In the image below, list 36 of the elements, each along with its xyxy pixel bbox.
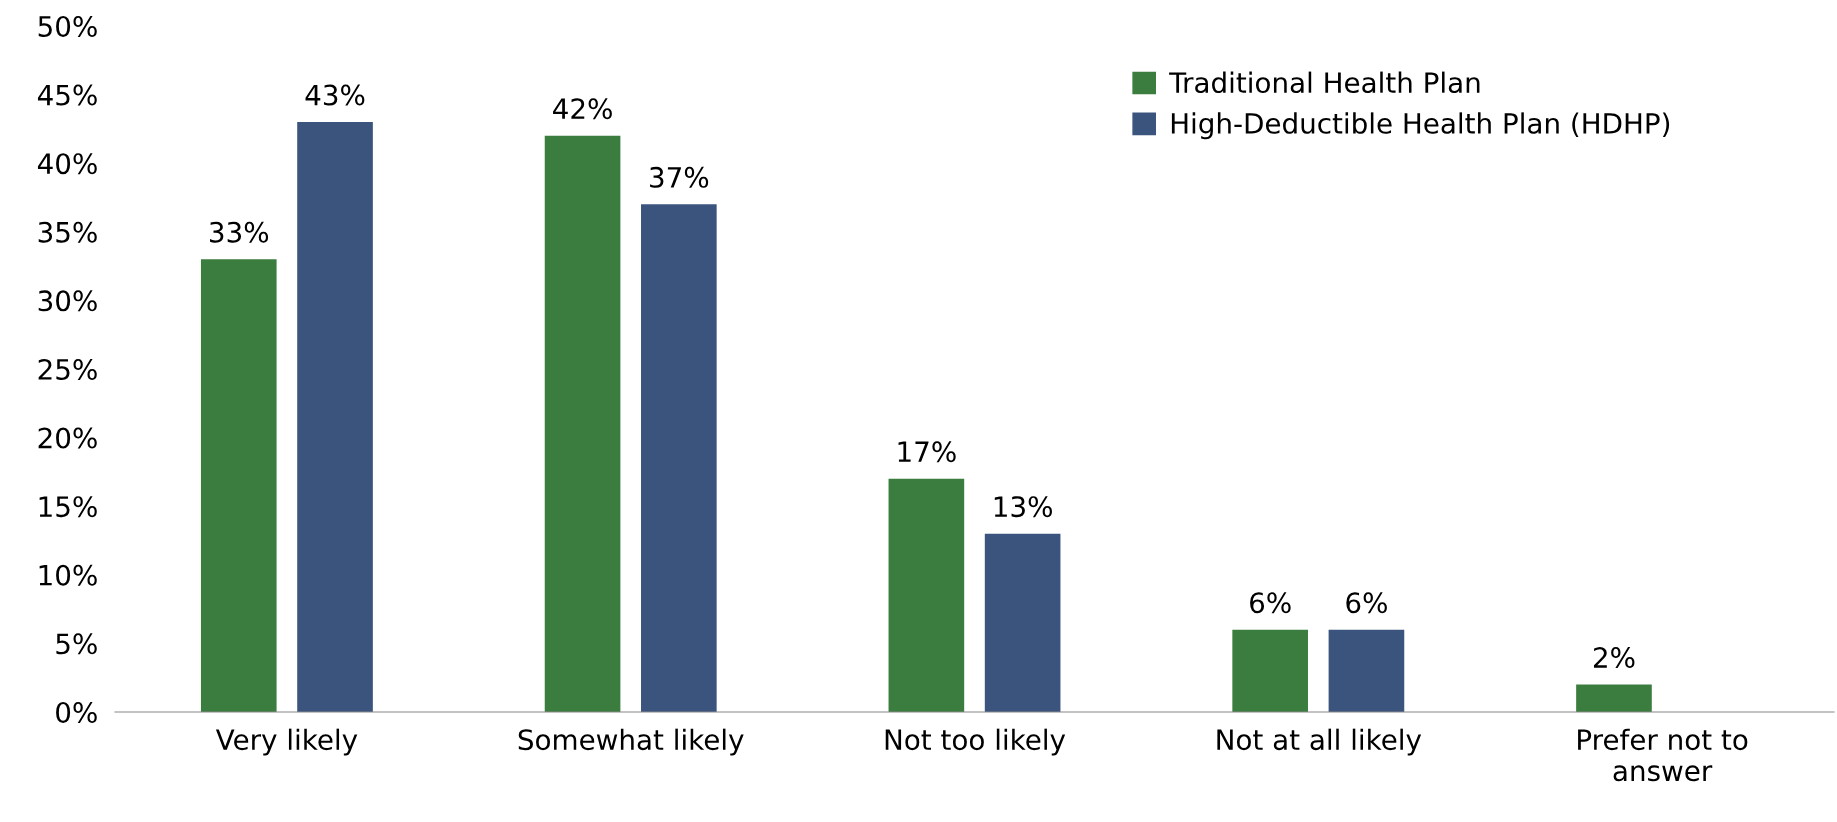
data-label: 37% xyxy=(650,166,709,188)
data-label: 42% xyxy=(553,98,612,120)
data-label: 13% xyxy=(994,496,1052,518)
y-tick-label: 15% xyxy=(39,496,97,518)
data-label: 6% xyxy=(1346,592,1387,614)
bar xyxy=(984,533,1061,712)
x-tick-label: Very likely xyxy=(215,728,358,756)
bar xyxy=(297,122,373,712)
y-tick-label: 10% xyxy=(39,564,97,586)
y-tick-label: 50% xyxy=(38,15,97,37)
bar xyxy=(1232,629,1308,712)
y-tick-label: 35% xyxy=(38,221,97,243)
data-label: 2% xyxy=(1593,647,1635,669)
y-tick-label: 45% xyxy=(37,84,97,106)
x-tick-label: Somewhat likely xyxy=(518,728,744,756)
bar xyxy=(1576,684,1652,712)
y-tick-label: 20% xyxy=(38,427,97,449)
bar xyxy=(888,478,965,712)
y-tick-label: 5% xyxy=(56,633,97,655)
bar xyxy=(200,259,277,712)
bar xyxy=(641,204,717,712)
bar xyxy=(1328,629,1405,712)
legend-label: Traditional Health Plan xyxy=(1169,71,1480,94)
bar xyxy=(544,135,621,712)
y-tick-label: 0% xyxy=(56,701,97,723)
data-label: 17% xyxy=(898,441,956,463)
data-label: 6% xyxy=(1250,592,1291,614)
data-label: 33% xyxy=(210,221,269,243)
data-label: 43% xyxy=(305,84,365,106)
y-tick-label: 25% xyxy=(38,358,97,380)
y-tick-label: 30% xyxy=(38,290,97,312)
y-tick-label: 40% xyxy=(37,153,97,175)
x-tick-label: Prefer not to answer xyxy=(1578,728,1748,782)
x-tick-label: Not at all likely xyxy=(1217,728,1422,756)
legend-label: High-Deductible Health Plan (HDHP) xyxy=(1171,112,1670,140)
x-tick-label: Not too likely xyxy=(885,728,1066,756)
